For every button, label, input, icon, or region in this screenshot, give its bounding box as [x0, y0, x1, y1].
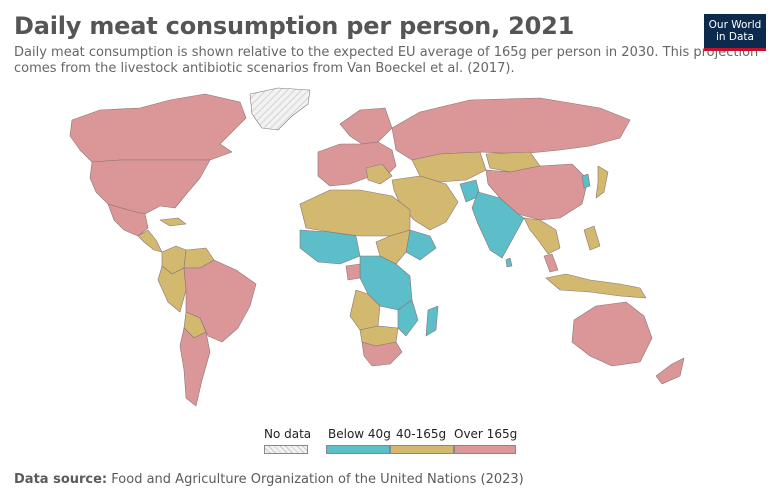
- world-map[interactable]: [0, 80, 780, 420]
- peru[interactable]: [157, 265, 187, 313]
- logo-line-1: Our World: [708, 19, 762, 31]
- sri-lanka[interactable]: [505, 257, 513, 268]
- southeast-asia[interactable]: [523, 217, 561, 255]
- madagascar[interactable]: [425, 305, 439, 337]
- mozambique[interactable]: [397, 299, 419, 337]
- subtitle-line-1: Daily meat consumption is shown relative…: [14, 45, 759, 60]
- legend-bin-0-label: Below 40g: [328, 427, 391, 441]
- philippines[interactable]: [583, 225, 601, 251]
- south-africa[interactable]: [361, 341, 403, 367]
- north-africa[interactable]: [299, 189, 411, 237]
- owid-logo[interactable]: Our World in Data: [704, 14, 766, 51]
- legend-bin-0-swatch[interactable]: [326, 445, 390, 454]
- gabon[interactable]: [345, 263, 361, 281]
- mexico[interactable]: [107, 203, 149, 237]
- legend-bin-2-label: Over 165g: [454, 427, 518, 441]
- new-zealand[interactable]: [655, 357, 685, 385]
- legend-bin-1-label: 40-165g: [396, 427, 447, 441]
- russia[interactable]: [391, 97, 631, 161]
- greenland[interactable]: [249, 87, 311, 131]
- subtitle-line-2: comes from the livestock antibiotic scen…: [14, 61, 515, 76]
- data-source-text: Food and Agriculture Organization of the…: [111, 472, 524, 487]
- horn-of-africa[interactable]: [405, 229, 437, 261]
- legend-bin-2-swatch[interactable]: [454, 445, 516, 454]
- korea[interactable]: [581, 173, 591, 189]
- balkans[interactable]: [365, 163, 393, 185]
- argentina[interactable]: [179, 327, 211, 407]
- japan[interactable]: [595, 165, 609, 199]
- australia[interactable]: [571, 301, 653, 367]
- scandinavia[interactable]: [339, 107, 393, 145]
- legend-bin-1-swatch[interactable]: [390, 445, 454, 454]
- middle-east[interactable]: [391, 175, 459, 231]
- legend: No data Below 40g 40-165g Over 165g: [0, 420, 780, 460]
- data-source: Data source: Food and Agriculture Organi…: [14, 472, 524, 487]
- cuba[interactable]: [159, 217, 187, 227]
- india[interactable]: [471, 191, 525, 259]
- malaysia[interactable]: [543, 253, 559, 273]
- china[interactable]: [485, 163, 589, 221]
- chart-title: Daily meat consumption per person, 2021: [14, 12, 575, 40]
- west-africa[interactable]: [299, 229, 361, 265]
- legend-no-data-label: No data: [264, 427, 312, 441]
- logo-line-2: in Data: [716, 31, 754, 43]
- chart-subtitle: Daily meat consumption is shown relative…: [14, 45, 780, 77]
- data-source-label: Data source:: [14, 472, 108, 487]
- indonesia[interactable]: [545, 273, 647, 299]
- canada[interactable]: [69, 93, 247, 163]
- legend-no-data-swatch[interactable]: [264, 445, 308, 454]
- united-states[interactable]: [89, 159, 211, 215]
